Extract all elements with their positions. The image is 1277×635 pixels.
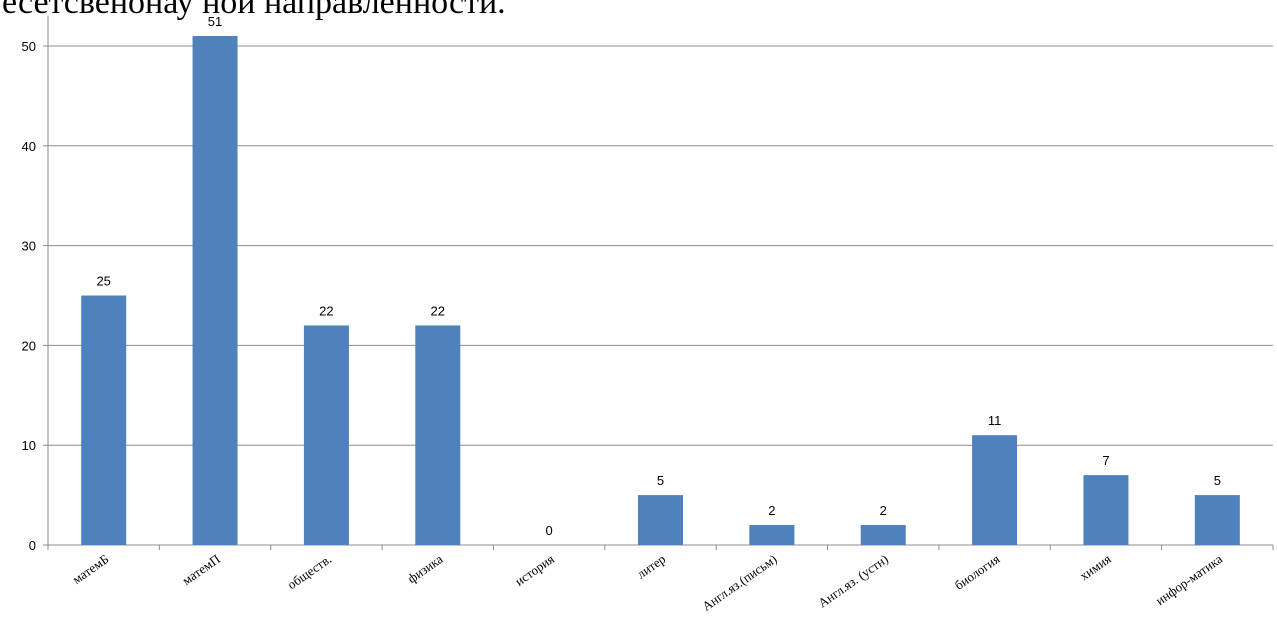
x-tick-label: химия: [1077, 551, 1114, 583]
page-heading: есетсвенонау ной направленности.: [2, 0, 506, 21]
data-label: 5: [1214, 473, 1221, 488]
x-tick-label: биология: [952, 551, 1003, 593]
data-label: 7: [1102, 453, 1109, 468]
x-tick-label: Англ.яз.(письм): [699, 551, 779, 614]
bar: [415, 325, 461, 545]
bar: [860, 525, 906, 545]
x-tick-label: история: [512, 551, 557, 589]
bar: [1083, 475, 1129, 545]
x-tick-label: инфор-матика: [1153, 551, 1225, 608]
x-tick-label: физика: [405, 551, 446, 586]
data-label: 22: [431, 303, 445, 318]
bar: [303, 325, 349, 545]
data-label: 51: [208, 14, 222, 29]
x-tick-label: Англ.яз. (устн): [815, 551, 891, 610]
data-label: 2: [880, 503, 887, 518]
bar: [749, 525, 795, 545]
bar: [192, 36, 238, 546]
x-tick-label: литер: [634, 551, 668, 581]
bars: [81, 36, 1240, 546]
bar: [638, 495, 683, 545]
data-label: 22: [319, 303, 333, 318]
y-tick-label: 30: [22, 239, 36, 254]
data-label: 2: [768, 503, 775, 518]
x-tick-label: матемБ: [69, 551, 111, 587]
data-label: 25: [96, 274, 110, 289]
gridlines: [48, 45, 1273, 446]
y-tick-label: 10: [22, 438, 36, 453]
y-tick-label: 50: [22, 39, 36, 54]
bar: [1194, 495, 1240, 545]
y-tick-label: 40: [22, 139, 36, 154]
x-tick-label: обществ.: [285, 551, 335, 592]
x-tick-labels: матемБ матемП обществ. физика история литер Ан…: [69, 551, 1225, 614]
data-label: 11: [988, 413, 1002, 428]
data-label: 5: [657, 473, 664, 488]
bar: [972, 435, 1018, 545]
y-tick-label: 0: [29, 538, 36, 553]
x-tick-label: матемП: [179, 551, 223, 588]
y-tick-labels: 0 10 20 30 40 50: [22, 39, 36, 553]
y-tick-label: 20: [22, 338, 36, 353]
data-label: 0: [546, 523, 553, 538]
bar: [81, 295, 127, 545]
